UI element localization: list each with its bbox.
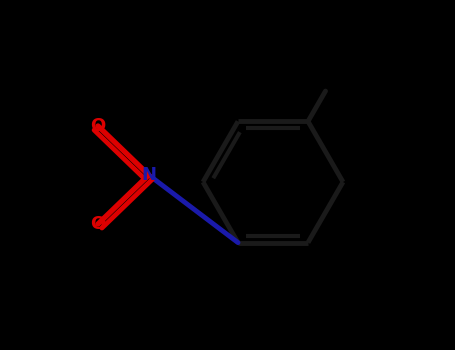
Text: N: N — [141, 166, 156, 184]
Text: O: O — [91, 117, 106, 135]
Text: O: O — [91, 215, 106, 233]
